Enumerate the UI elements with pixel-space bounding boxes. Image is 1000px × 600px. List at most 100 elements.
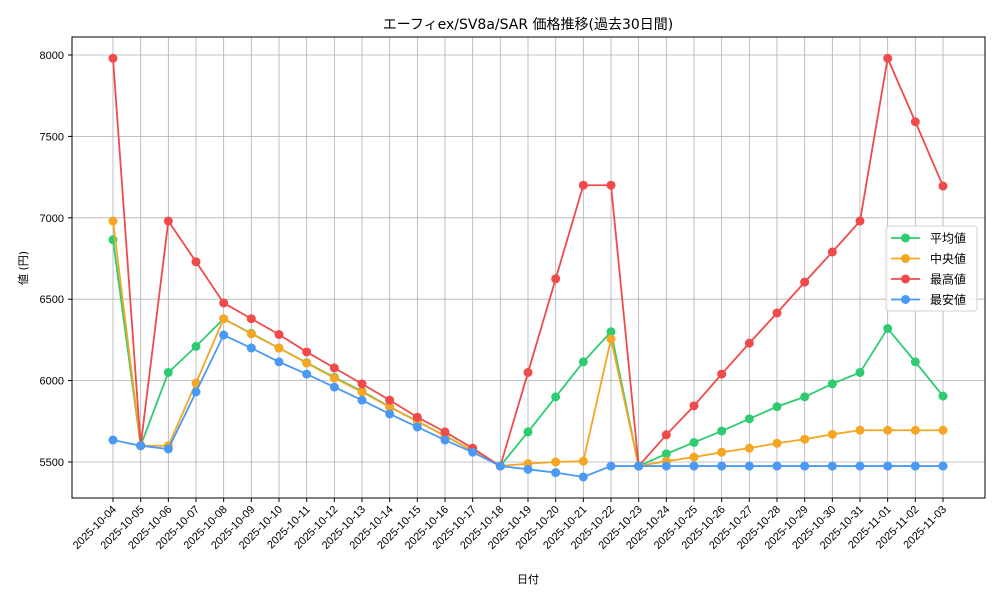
legend-label: 最安値 — [930, 292, 966, 307]
data-point — [883, 425, 893, 435]
data-point — [412, 422, 422, 432]
data-point — [827, 429, 837, 439]
data-point — [274, 357, 284, 367]
y-tick-label: 5500 — [40, 457, 64, 469]
y-tick-label: 6000 — [40, 376, 64, 388]
data-point — [108, 216, 118, 226]
data-point — [302, 358, 312, 368]
data-point — [551, 468, 561, 478]
data-point — [246, 343, 256, 353]
data-point — [191, 387, 201, 397]
data-point — [191, 341, 201, 351]
data-point — [385, 402, 395, 412]
data-point — [689, 437, 699, 447]
data-point — [108, 435, 118, 445]
series-lines — [108, 53, 948, 482]
data-point — [219, 330, 229, 340]
data-point — [468, 447, 478, 457]
y-tick-label: 6500 — [40, 294, 64, 306]
legend-marker-icon — [901, 233, 910, 243]
data-point — [772, 402, 782, 412]
data-point — [855, 216, 865, 226]
data-point — [717, 461, 727, 471]
legend-label: 中央値 — [930, 251, 966, 266]
data-point — [689, 461, 699, 471]
data-point — [661, 461, 671, 471]
data-point — [606, 461, 616, 471]
data-point — [551, 274, 561, 284]
data-point — [717, 447, 727, 457]
data-point — [357, 379, 367, 389]
data-point — [274, 330, 284, 340]
series-最安値 — [108, 330, 948, 482]
chart-title: エーフィex/SV8a/SAR 価格推移(過去30日間) — [383, 17, 674, 33]
data-point — [827, 247, 837, 257]
data-point — [219, 298, 229, 308]
data-point — [910, 117, 920, 127]
data-point — [329, 373, 339, 383]
data-point — [744, 338, 754, 348]
data-point — [246, 314, 256, 324]
data-point — [219, 314, 229, 324]
data-point — [578, 180, 588, 190]
data-point — [274, 343, 284, 353]
data-point — [800, 277, 810, 287]
legend-marker-icon — [901, 254, 910, 263]
data-point — [523, 427, 533, 437]
data-point — [800, 434, 810, 444]
data-point — [136, 441, 146, 451]
data-point — [938, 181, 948, 191]
legend-marker-icon — [901, 295, 910, 304]
data-point — [855, 425, 865, 435]
data-point — [578, 456, 588, 466]
data-point — [910, 357, 920, 367]
data-point — [385, 409, 395, 419]
data-point — [717, 369, 727, 379]
data-point — [412, 412, 422, 422]
data-point — [744, 443, 754, 453]
data-point — [827, 461, 837, 471]
data-point — [910, 461, 920, 471]
series-中央値 — [108, 216, 948, 471]
data-point — [883, 461, 893, 471]
legend-item: 平均値 — [891, 231, 966, 246]
data-point — [357, 387, 367, 397]
y-tick-label: 7500 — [40, 131, 64, 143]
data-point — [772, 461, 782, 471]
data-point — [302, 347, 312, 357]
data-point — [744, 414, 754, 424]
data-point — [163, 216, 173, 226]
data-point — [329, 382, 339, 392]
data-point — [163, 367, 173, 377]
y-tick-label: 8000 — [40, 50, 64, 62]
data-point — [606, 180, 616, 190]
data-point — [938, 425, 948, 435]
legend-box — [885, 225, 978, 312]
data-point — [191, 257, 201, 267]
data-point — [661, 449, 671, 459]
x-axis-label: 日付 — [517, 573, 539, 586]
data-point — [578, 357, 588, 367]
legend-label: 最高値 — [930, 272, 966, 287]
legend-marker-icon — [901, 274, 910, 284]
data-point — [191, 378, 201, 388]
data-point — [302, 369, 312, 379]
data-point — [772, 308, 782, 318]
grid-lines — [72, 37, 985, 498]
data-point — [357, 395, 367, 405]
data-point — [246, 329, 256, 339]
data-point — [800, 461, 810, 471]
y-axis-label: 値 (円) — [17, 251, 30, 285]
data-point — [385, 395, 395, 405]
data-point — [108, 53, 118, 63]
data-point — [772, 438, 782, 448]
data-point — [163, 444, 173, 454]
data-point — [551, 392, 561, 402]
data-point — [440, 435, 450, 445]
data-point — [578, 472, 588, 482]
data-point — [689, 401, 699, 411]
data-point — [883, 324, 893, 334]
legend-item: 最安値 — [891, 292, 966, 307]
